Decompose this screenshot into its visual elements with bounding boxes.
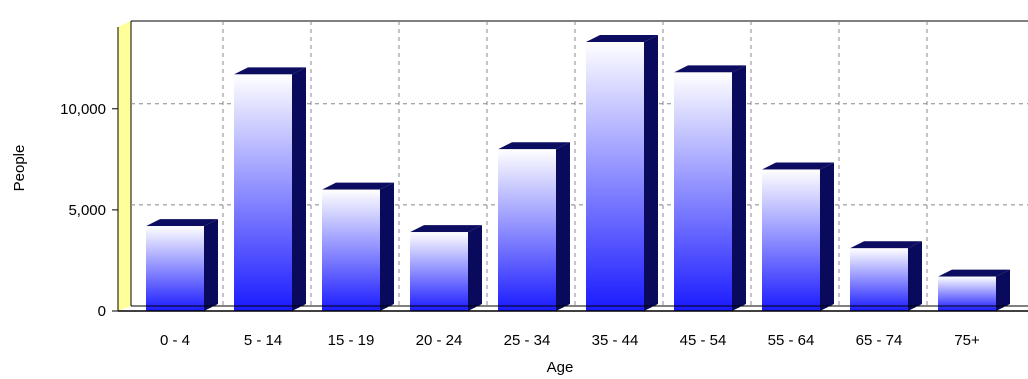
bar-top <box>938 269 1010 277</box>
y-tick-label: 0 <box>98 303 106 320</box>
back-wall-side <box>118 21 131 311</box>
bar-top <box>762 162 834 170</box>
x-tick-label: 35 - 44 <box>592 332 639 349</box>
bar <box>586 35 658 312</box>
bar-top <box>850 241 922 249</box>
x-tick-label: 20 - 24 <box>416 332 463 349</box>
bar <box>146 219 218 311</box>
x-tick-label: 45 - 54 <box>680 332 727 349</box>
x-tick-label: 15 - 19 <box>328 332 375 349</box>
bar-side <box>468 225 482 311</box>
x-tick-label: 65 - 74 <box>856 332 903 349</box>
bar-side <box>644 35 658 312</box>
x-tick-label: 25 - 34 <box>504 332 551 349</box>
y-axis-title: People <box>11 145 28 192</box>
x-axis-ticks: 0 - 4 5 - 14 15 - 19 20 - 24 25 - 34 35 - 44 4… <box>160 332 980 349</box>
y-axis-ticks: 0 5,000 10,000 <box>60 101 118 320</box>
x-tick-label: 0 - 4 <box>160 332 190 349</box>
bar-front <box>586 42 644 312</box>
bar <box>850 241 922 311</box>
x-tick-label: 75+ <box>954 332 980 349</box>
bar-front <box>322 189 380 311</box>
bar-top <box>322 182 394 190</box>
bar <box>410 225 482 311</box>
bars <box>146 35 1010 312</box>
bar-top <box>674 65 746 73</box>
bar-top <box>146 219 218 227</box>
bar <box>762 162 834 311</box>
x-axis-title: Age <box>547 359 574 376</box>
bar <box>322 182 394 311</box>
bar-top <box>498 142 570 150</box>
bar-front <box>146 226 204 311</box>
bar-side <box>820 162 834 311</box>
gridlines <box>131 21 1028 306</box>
bar-top <box>410 225 482 233</box>
bar <box>938 269 1010 311</box>
bar-side <box>996 269 1010 311</box>
bar <box>498 142 570 311</box>
bar-front <box>938 276 996 311</box>
bar-side <box>908 241 922 311</box>
bar-front <box>234 74 292 312</box>
bar-front <box>850 248 908 311</box>
bar-front <box>410 232 468 311</box>
bar-front <box>762 169 820 311</box>
bar-side <box>380 182 394 311</box>
bar-side <box>292 67 306 312</box>
y-tick-label: 10,000 <box>60 101 106 118</box>
y-tick-label: 5,000 <box>68 202 106 219</box>
bar-top <box>586 35 658 43</box>
bar-front <box>498 149 556 311</box>
bar-side <box>556 142 570 311</box>
bar <box>234 67 306 312</box>
x-tick-label: 5 - 14 <box>244 332 282 349</box>
bar-front <box>674 72 732 311</box>
bar-top <box>234 67 306 75</box>
bar-side <box>732 65 746 311</box>
x-tick-label: 55 - 64 <box>768 332 815 349</box>
bar-side <box>204 219 218 311</box>
bar <box>674 65 746 311</box>
